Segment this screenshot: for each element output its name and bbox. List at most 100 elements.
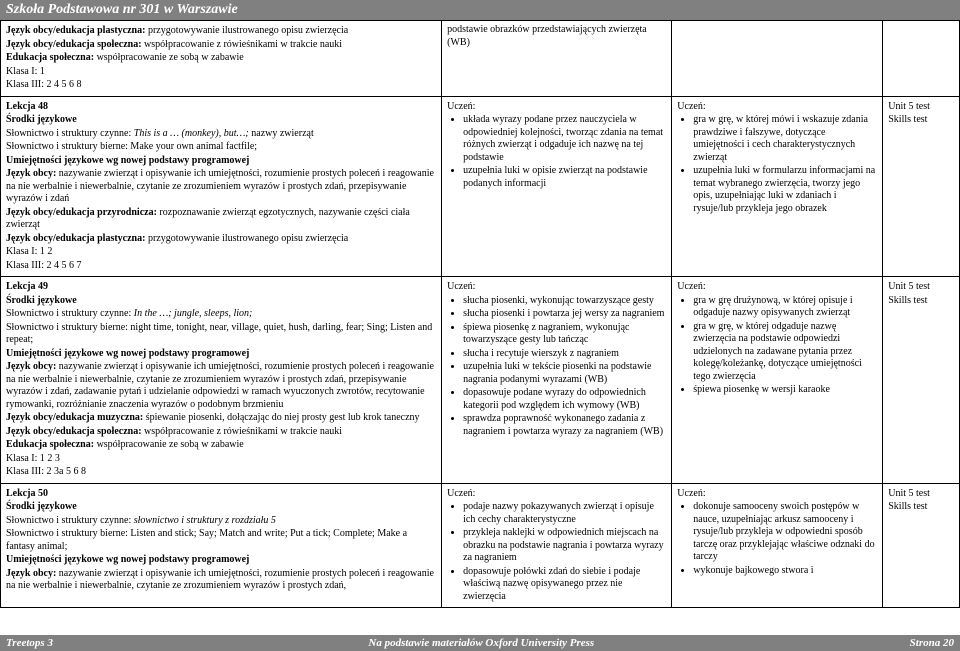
bullet-list: podaje nazwy pokazywanych zwierząt i opi…: [447, 501, 666, 603]
lesson-title: Lekcja 50: [6, 488, 436, 501]
text: nazwy zwierząt: [251, 128, 313, 139]
text: Klasa III: 2 4 5 6 7: [6, 260, 436, 273]
list-item: śpiewa piosenkę w wersji karaoke: [693, 384, 877, 397]
label: Język obcy/edukacja muzyczna:: [6, 412, 143, 423]
list-item: gra w grę, w której mówi i wskazuje zdan…: [693, 114, 877, 164]
cell-content: Uczeń: gra w grę, w której mówi i wskazu…: [672, 96, 883, 277]
list-item: śpiewa piosenkę z nagraniem, wykonując t…: [463, 322, 666, 347]
footer-left: Treetops 3: [6, 637, 53, 649]
section-heading: Środki językowe: [6, 295, 436, 308]
text-italic: This is a … (monkey), but…;: [134, 128, 252, 139]
cell-content: Uczeń: podaje nazwy pokazywanych zwierzą…: [442, 483, 672, 608]
text: Klasa III: 2 3a 5 6 8: [6, 466, 436, 479]
section-heading: Umiejętności językowe wg nowej podstawy …: [6, 554, 436, 567]
label: Edukacja społeczna:: [6, 52, 94, 63]
table-row: Lekcja 48 Środki językowe Słownictwo i s…: [1, 96, 960, 277]
curriculum-table: Język obcy/edukacja plastyczna: przygoto…: [0, 20, 960, 608]
cell-content: Lekcja 48 Środki językowe Słownictwo i s…: [1, 96, 442, 277]
list-item: dopasowuje połówki zdań do siebie i poda…: [463, 566, 666, 604]
bullet-list: gra w grę, w której mówi i wskazuje zdan…: [677, 114, 877, 215]
list-item: podaje nazwy pokazywanych zwierząt i opi…: [463, 501, 666, 526]
list-item: sprawdza poprawność wykonanego zadania z…: [463, 413, 666, 438]
cell-tests: Unit 5 test Skills test: [883, 483, 960, 608]
list-item: uzupełnia luki w opisie zwierząt na pods…: [463, 165, 666, 190]
label: Język obcy:: [6, 568, 56, 579]
text: nazywanie zwierząt i opisywanie ich umie…: [6, 568, 434, 592]
list-item: słucha piosenki, wykonując towarzyszące …: [463, 295, 666, 308]
section-heading: Środki językowe: [6, 114, 436, 127]
list-item: słucha i recytuje wierszyk z nagraniem: [463, 348, 666, 361]
text: Klasa III: 2 4 5 6 8: [6, 79, 436, 92]
label: Język obcy/edukacja społeczna:: [6, 426, 142, 437]
label: Język obcy/edukacja plastyczna:: [6, 233, 145, 244]
cell-tests: Unit 5 test Skills test: [883, 96, 960, 277]
footer-center: Na podstawie materiałów Oxford Universit…: [368, 637, 594, 649]
cell-tests: Unit 5 test Skills test: [883, 277, 960, 484]
list-item: wykonuje bajkowego stwora i: [693, 565, 877, 578]
lesson-title: Lekcja 49: [6, 281, 436, 294]
test-name: Skills test: [888, 295, 954, 308]
cell-content: Język obcy/edukacja plastyczna: przygoto…: [1, 21, 442, 97]
test-name: Skills test: [888, 501, 954, 514]
section-heading: Środki językowe: [6, 501, 436, 514]
page-header: Szkoła Podstawowa nr 301 w Warszawie: [0, 0, 960, 20]
footer-right: Strona 20: [910, 637, 954, 649]
bullet-list: układa wyrazy podane przez nauczyciela w…: [447, 114, 666, 190]
list-item: gra w grę, w której odgaduje nazwę zwier…: [693, 321, 877, 384]
list-item: przykleja naklejki w odpowiednich miejsc…: [463, 527, 666, 565]
label: Język obcy/edukacja społeczna:: [6, 39, 142, 50]
text: współpracowanie z rówieśnikami w trakcie…: [142, 426, 343, 437]
cell-empty: [883, 21, 960, 97]
list-item: układa wyrazy podane przez nauczyciela w…: [463, 114, 666, 164]
test-name: Unit 5 test: [888, 101, 954, 114]
cell-content: Uczeń: układa wyrazy podane przez nauczy…: [442, 96, 672, 277]
uczen-label: Uczeń:: [677, 488, 877, 501]
label: Język obcy:: [6, 168, 56, 179]
label: Edukacja społeczna:: [6, 439, 94, 450]
list-item: dopasowuje podane wyrazy do odpowiednich…: [463, 387, 666, 412]
label: Słownictwo i struktury czynne:: [6, 128, 134, 139]
list-item: dokonuje samooceny swoich postępów w nau…: [693, 501, 877, 564]
text: Słownictwo i struktury bierne: night tim…: [6, 322, 436, 347]
test-name: Skills test: [888, 114, 954, 127]
cell-content: Uczeń: słucha piosenki, wykonując towarz…: [442, 277, 672, 484]
cell-content: Lekcja 49 Środki językowe Słownictwo i s…: [1, 277, 442, 484]
list-item: uzupełnia luki w formularzu informacjami…: [693, 165, 877, 215]
cell-content: Lekcja 50 Środki językowe Słownictwo i s…: [1, 483, 442, 608]
test-name: Unit 5 test: [888, 488, 954, 501]
label: Język obcy:: [6, 361, 56, 372]
table-row: Język obcy/edukacja plastyczna: przygoto…: [1, 21, 960, 97]
text-italic: słownictwo i struktury z rozdziału 5: [134, 515, 276, 526]
uczen-label: Uczeń:: [447, 488, 666, 501]
text: nazywanie zwierząt i opisywanie ich umie…: [6, 361, 434, 410]
cell-content: podstawie obrazków przedstawiających zwi…: [442, 21, 672, 97]
text: Klasa I: 1: [6, 66, 436, 79]
list-item: słucha piosenki i powtarza jej wersy za …: [463, 308, 666, 321]
cell-content: Uczeń: dokonuje samooceny swoich postępó…: [672, 483, 883, 608]
list-item: gra w grę drużynową, w której opisuje i …: [693, 295, 877, 320]
text-italic: In the …; jungle, sleeps, lion;: [134, 308, 253, 319]
text: przygotowywanie ilustrowanego opisu zwie…: [145, 233, 348, 244]
uczen-label: Uczeń:: [447, 281, 666, 294]
text: przygotowywanie ilustrowanego opisu zwie…: [145, 25, 348, 36]
label: Słownictwo i struktury czynne:: [6, 308, 134, 319]
list-item: uzupełnia luki w tekście piosenki na pod…: [463, 361, 666, 386]
text: współpracowanie z rówieśnikami w trakcie…: [142, 39, 343, 50]
test-name: Unit 5 test: [888, 281, 954, 294]
uczen-label: Uczeń:: [677, 281, 877, 294]
lesson-title: Lekcja 48: [6, 101, 436, 114]
table-row: Lekcja 49 Środki językowe Słownictwo i s…: [1, 277, 960, 484]
text: Klasa I: 1 2 3: [6, 453, 436, 466]
text: współpracowanie ze sobą w zabawie: [94, 52, 244, 63]
cell-empty: [672, 21, 883, 97]
uczen-label: Uczeń:: [447, 101, 666, 114]
cell-content: Uczeń: gra w grę drużynową, w której opi…: [672, 277, 883, 484]
text: Słownictwo i struktury bierne: Listen an…: [6, 528, 436, 553]
text: śpiewanie piosenki, dołączając do niej p…: [143, 412, 419, 423]
label: Język obcy/edukacja przyrodnicza:: [6, 207, 157, 218]
label: Słownictwo i struktury czynne:: [6, 515, 134, 526]
page-footer: Treetops 3 Na podstawie materiałów Oxfor…: [0, 635, 960, 651]
table-row: Lekcja 50 Środki językowe Słownictwo i s…: [1, 483, 960, 608]
section-heading: Umiejętności językowe wg nowej podstawy …: [6, 348, 436, 361]
section-heading: Umiejętności językowe wg nowej podstawy …: [6, 155, 436, 168]
